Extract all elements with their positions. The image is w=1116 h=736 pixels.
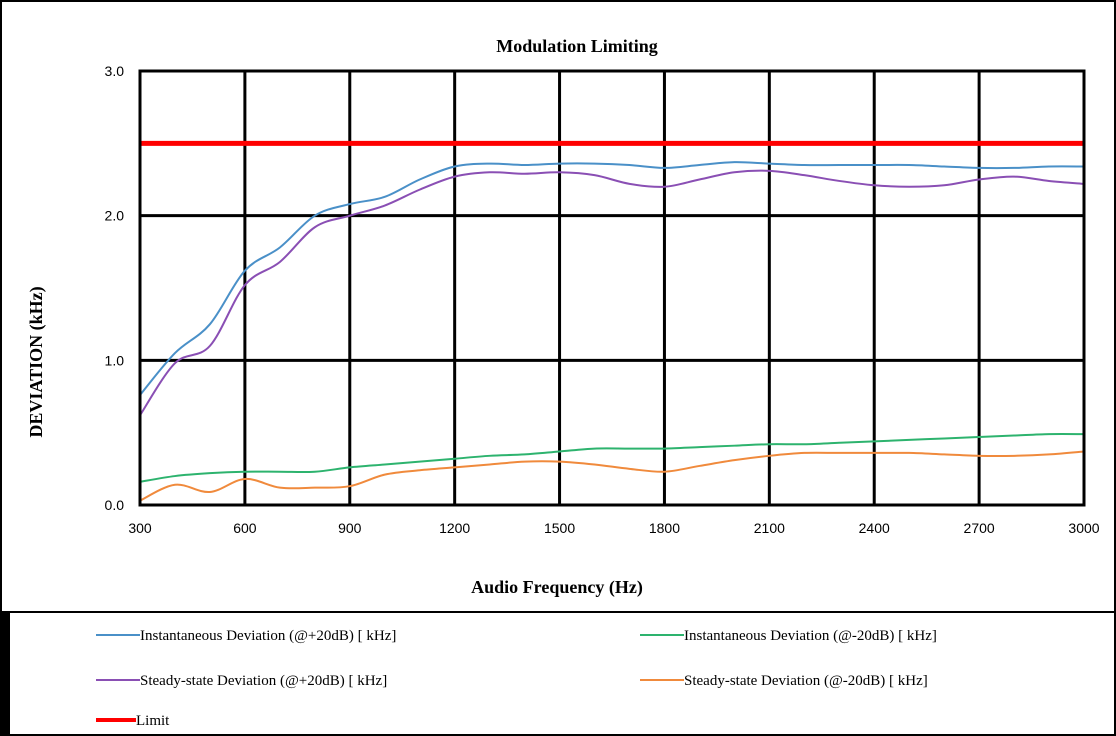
x-axis-label: Audio Frequency (Hz) bbox=[471, 577, 643, 598]
x-tick-label: 2700 bbox=[964, 520, 995, 536]
plot-area-border bbox=[138, 69, 1086, 507]
y-tick-labels: 0.0 1.0 2.0 3.0 bbox=[105, 63, 125, 513]
series-line-0 bbox=[139, 161, 1085, 396]
legend-label-4: Limit bbox=[136, 713, 170, 729]
legend-left-bar bbox=[0, 611, 10, 736]
x-tick-labels: 300 600 900 1200 1500 1800 2100 2400 2700 3000 bbox=[128, 520, 1099, 536]
data-series bbox=[139, 140, 1085, 502]
x-tick-label: 900 bbox=[338, 520, 362, 536]
y-tick-label: 0.0 bbox=[105, 497, 125, 513]
grid-lines bbox=[138, 69, 1086, 507]
y-tick-label: 1.0 bbox=[105, 352, 125, 368]
series-line-2 bbox=[139, 169, 1085, 416]
legend-label-2: Steady-state Deviation (@+20dB) [ kHz] bbox=[140, 673, 387, 689]
y-axis-label: DEVIATION (kHz) bbox=[26, 286, 47, 437]
x-tick-label: 2400 bbox=[859, 520, 890, 536]
x-tick-label: 1800 bbox=[649, 520, 680, 536]
x-tick-label: 1500 bbox=[544, 520, 575, 536]
series-line-1 bbox=[139, 433, 1085, 483]
series-line-3 bbox=[139, 450, 1085, 502]
legend-divider bbox=[0, 611, 1116, 613]
y-tick-label: 2.0 bbox=[105, 208, 125, 224]
y-tick-label: 3.0 bbox=[105, 63, 125, 79]
x-tick-label: 3000 bbox=[1068, 520, 1099, 536]
chart-title: Modulation Limiting bbox=[496, 36, 658, 56]
legend: Instantaneous Deviation (@+20dB) [ kHz] I… bbox=[96, 628, 937, 729]
legend-label-0: Instantaneous Deviation (@+20dB) [ kHz] bbox=[140, 628, 396, 644]
x-tick-label: 1200 bbox=[439, 520, 470, 536]
legend-label-3: Steady-state Deviation (@-20dB) [ kHz] bbox=[684, 673, 928, 689]
x-tick-label: 2100 bbox=[754, 520, 785, 536]
x-tick-label: 300 bbox=[128, 520, 152, 536]
legend-label-1: Instantaneous Deviation (@-20dB) [ kHz] bbox=[684, 628, 937, 644]
x-tick-label: 600 bbox=[233, 520, 257, 536]
